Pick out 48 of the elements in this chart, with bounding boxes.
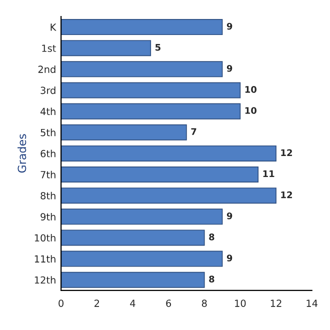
y-tick-label: 1st (42, 44, 56, 52)
x-tick-label: 14 (306, 300, 318, 307)
bar (61, 208, 223, 225)
y-tick-label: 3rd (40, 86, 56, 94)
data-label: 7 (191, 128, 196, 135)
y-tick-label: 4th (40, 108, 56, 116)
y-tick-label: 7th (40, 170, 56, 178)
y-tick-label: 9th (40, 212, 56, 220)
y-tick-label: 12th (34, 276, 56, 284)
bar (61, 124, 187, 140)
x-tick-label: 8 (202, 300, 207, 307)
y-tick-label: 11th (34, 255, 56, 262)
data-label: 12 (281, 191, 292, 198)
x-tick-label: 10 (235, 300, 246, 307)
y-tick-label: K (50, 24, 56, 31)
bar (61, 230, 205, 246)
data-label: 10 (245, 86, 256, 93)
x-tick-label: 4 (130, 300, 136, 307)
data-label: 8 (209, 234, 214, 240)
data-label: 8 (209, 276, 214, 282)
data-label: 5 (155, 44, 160, 51)
y-tick-label: 8th (40, 192, 56, 200)
bar (61, 61, 223, 78)
bar (61, 250, 223, 267)
x-tick-label: 6 (166, 300, 172, 307)
bar (61, 40, 152, 56)
data-label: 9 (226, 64, 232, 72)
y-tick-label: 6th (40, 150, 56, 158)
x-tick-label: 2 (94, 300, 99, 307)
y-tick-label: 5th (40, 128, 56, 136)
data-label: 9 (226, 254, 232, 262)
bar (61, 145, 276, 162)
y-tick-label: 2nd (38, 65, 56, 74)
data-label: 9 (226, 22, 232, 30)
bar (61, 188, 276, 204)
bar (61, 19, 223, 36)
bar (61, 272, 205, 288)
y-tick-label: 10th (34, 234, 56, 242)
data-label: 10 (245, 107, 256, 114)
bar (61, 166, 259, 183)
x-tick-label: 0 (58, 300, 64, 307)
data-label: 11 (263, 170, 274, 178)
data-label: 12 (281, 149, 292, 156)
y-axis-title: Grades (18, 134, 26, 173)
bar (61, 103, 241, 120)
bar (61, 82, 241, 98)
data-label: 9 (226, 212, 232, 220)
x-tick-label: 12 (270, 300, 282, 307)
